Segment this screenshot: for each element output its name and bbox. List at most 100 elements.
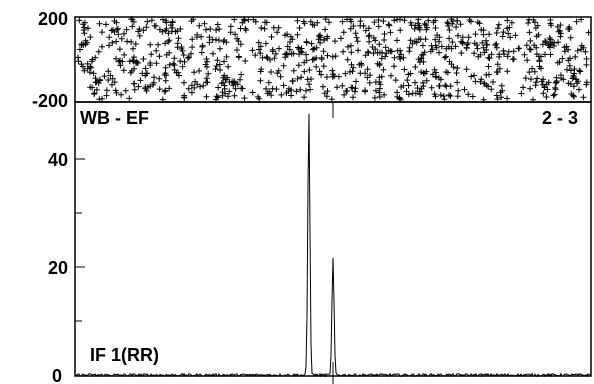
phase-point xyxy=(340,48,347,55)
phase-point xyxy=(524,57,531,64)
phase-point xyxy=(296,25,303,31)
phase-point xyxy=(385,21,392,28)
phase-point xyxy=(526,29,533,36)
phase-point xyxy=(142,65,149,72)
phase-point xyxy=(471,50,478,57)
phase-point xyxy=(531,42,538,49)
phase-point xyxy=(99,29,105,36)
phase-point xyxy=(552,86,559,93)
phase-point xyxy=(203,93,210,100)
phase-point xyxy=(525,20,532,26)
phase-point xyxy=(552,80,559,86)
phase-point xyxy=(274,29,281,36)
phase-point xyxy=(131,65,138,72)
phase-point xyxy=(345,43,351,50)
phase-point xyxy=(354,38,361,45)
phase-point xyxy=(311,45,318,52)
phase-point xyxy=(177,58,184,65)
phase-point xyxy=(375,23,382,30)
phase-point xyxy=(396,53,403,60)
phase-point xyxy=(567,34,574,41)
phase-point xyxy=(447,93,454,99)
phase-point xyxy=(420,79,426,86)
phase-point xyxy=(135,83,142,90)
phase-point xyxy=(276,45,282,52)
phase-point xyxy=(504,95,511,102)
phase-point xyxy=(526,16,532,23)
phase-point xyxy=(405,91,412,98)
phase-point xyxy=(568,91,575,97)
phase-point xyxy=(308,40,315,47)
phase-point xyxy=(472,78,479,85)
phase-point xyxy=(347,68,353,75)
phase-point xyxy=(117,57,123,64)
phase-point xyxy=(423,22,429,28)
phase-point xyxy=(332,53,339,60)
phase-point xyxy=(436,82,443,89)
phase-point xyxy=(192,78,199,85)
phase-point xyxy=(576,86,582,93)
phase-point xyxy=(381,31,388,37)
phase-y-tick-top: 200 xyxy=(38,9,68,29)
phase-point xyxy=(391,54,398,61)
phase-point xyxy=(455,87,462,94)
phase-point xyxy=(229,78,236,85)
phase-point xyxy=(143,24,150,31)
phase-point xyxy=(376,93,383,100)
phase-point xyxy=(372,46,379,53)
phase-point xyxy=(162,87,169,94)
phase-point xyxy=(322,26,329,33)
phase-point xyxy=(352,30,359,37)
phase-point xyxy=(225,93,231,100)
phase-point xyxy=(494,25,501,32)
phase-point xyxy=(432,93,439,100)
phase-point xyxy=(180,52,187,58)
phase-point xyxy=(226,88,233,95)
phase-point xyxy=(317,39,324,46)
phase-point xyxy=(185,85,192,92)
phase-point xyxy=(342,70,349,77)
phase-point xyxy=(318,71,325,78)
phase-point xyxy=(446,92,452,98)
phase-point xyxy=(198,33,205,40)
phase-point xyxy=(92,75,99,82)
phase-point xyxy=(89,84,96,91)
phase-point xyxy=(121,30,127,37)
phase-point xyxy=(116,58,122,65)
phase-point xyxy=(445,43,452,50)
phase-point xyxy=(297,86,304,93)
phase-point xyxy=(428,42,435,49)
phase-point xyxy=(142,85,149,92)
phase-point xyxy=(278,91,285,98)
phase-point xyxy=(428,84,435,91)
phase-point xyxy=(454,65,461,72)
phase-point xyxy=(96,76,103,83)
phase-point xyxy=(364,74,371,81)
phase-point xyxy=(221,58,228,65)
phase-point xyxy=(381,37,388,43)
phase-point xyxy=(210,50,216,57)
phase-point xyxy=(147,41,154,48)
phase-point xyxy=(171,55,178,62)
phase-point xyxy=(242,58,249,64)
phase-point xyxy=(237,41,244,48)
phase-point xyxy=(178,45,185,52)
phase-point xyxy=(272,50,279,57)
phase-point xyxy=(583,81,590,88)
phase-point xyxy=(407,37,414,44)
phase-point xyxy=(497,89,504,96)
phase-point xyxy=(87,34,94,41)
phase-point xyxy=(425,17,432,24)
phase-point xyxy=(457,21,464,28)
phase-point xyxy=(134,60,141,66)
phase-point xyxy=(344,16,350,23)
phase-point xyxy=(216,26,223,33)
phase-point xyxy=(320,63,327,70)
phase-point xyxy=(465,34,472,41)
phase-point xyxy=(140,27,147,34)
phase-point xyxy=(357,22,364,29)
phase-point xyxy=(421,49,428,56)
phase-point xyxy=(263,54,270,60)
phase-point xyxy=(548,22,555,29)
